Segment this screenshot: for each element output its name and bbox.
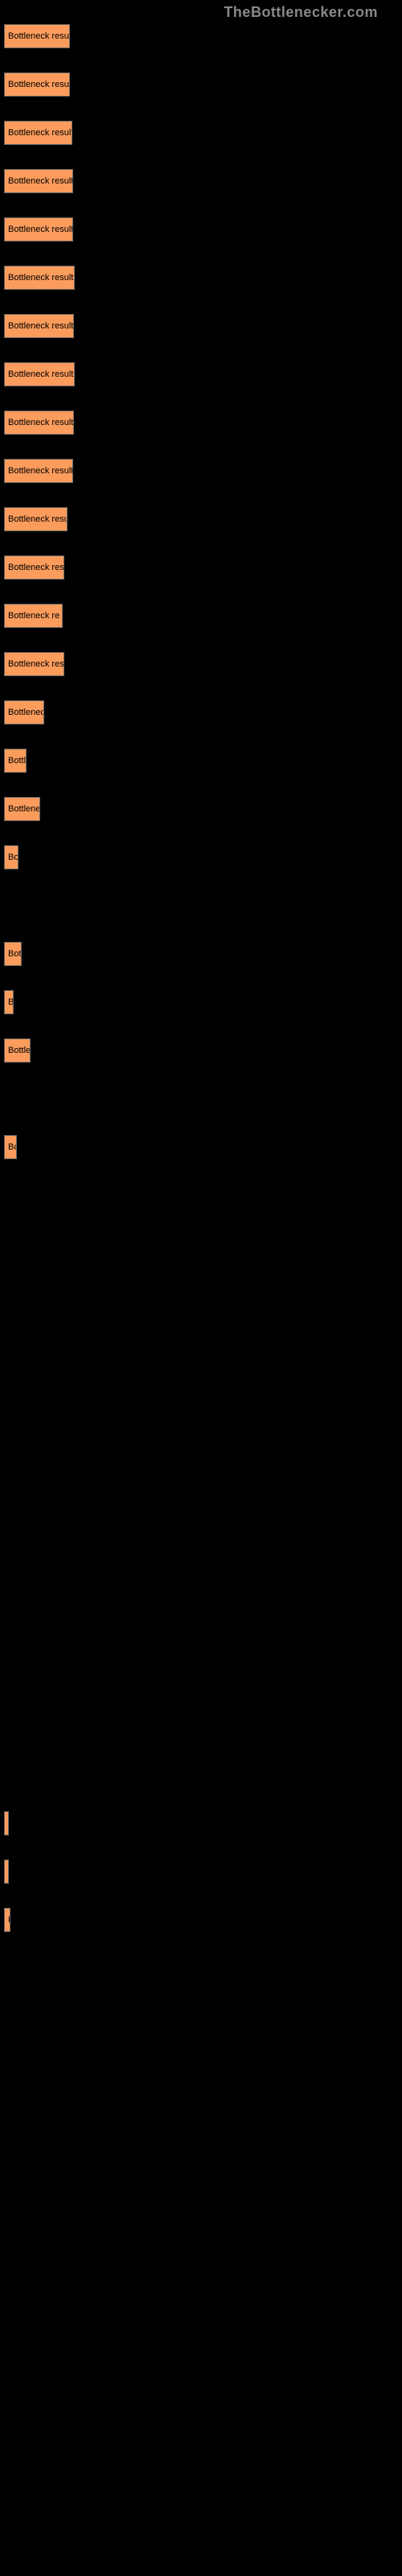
bar-row (4, 1280, 398, 1304)
bar-row: Bottleneck res (4, 652, 398, 676)
bar: Bottleneck result (4, 169, 73, 193)
bar-row (4, 1666, 398, 1690)
bar-row (4, 894, 398, 918)
bar: B (4, 990, 14, 1014)
bar: Bottleneck result (4, 121, 72, 145)
bar: Bottleneck result (4, 24, 70, 48)
bar-row: Bottleneck res (4, 555, 398, 580)
bar-row (4, 1232, 398, 1256)
bar-row: Bottleneck result (4, 72, 398, 97)
bar-row (4, 1763, 398, 1787)
bar: Bo (4, 845, 18, 869)
bar-row (4, 2004, 398, 2029)
bar (4, 1811, 9, 1835)
bar-row (4, 1328, 398, 1352)
bar: Bottleneck result (4, 72, 70, 97)
bar-row (4, 1956, 398, 1980)
bar-row (4, 2101, 398, 2125)
bar-row: Bottleneck result (4, 411, 398, 435)
bar: Bottleneck result (4, 217, 73, 242)
bar-row: Bottleneck result (4, 217, 398, 242)
bar-row: Bottleneck result (4, 121, 398, 145)
bar: Bottleneck result (4, 362, 75, 386)
watermark-text: TheBottlenecker.com (224, 4, 378, 21)
bar-row (4, 1618, 398, 1642)
bar: Bottleneck result (4, 266, 75, 290)
bar-row (4, 2487, 398, 2512)
bar-row: Bottleneck result (4, 266, 398, 290)
bar: Bottleneck result (4, 459, 73, 483)
bar-row (4, 2198, 398, 2222)
bar: Bottleneck re (4, 604, 63, 628)
bar-row: Bottleneck result (4, 24, 398, 48)
bar: Bo (4, 1135, 17, 1159)
bar: Bottleneck res (4, 555, 64, 580)
bar-row: Bo (4, 1135, 398, 1159)
bar-row (4, 1087, 398, 1111)
bar: Bot (4, 942, 22, 966)
bar-row: Bottleneck result (4, 459, 398, 483)
bar-row (4, 1715, 398, 1739)
bar: Bottl (4, 749, 27, 773)
bar-row (4, 2246, 398, 2270)
bar: Bottleneck res (4, 652, 64, 676)
bar-row (4, 2439, 398, 2463)
bar: Bottleneck resu (4, 507, 68, 531)
bar-row: Bottle (4, 1038, 398, 1063)
bar-row (4, 2149, 398, 2174)
bar (4, 1860, 9, 1884)
bar-row: Bottleneck result (4, 314, 398, 338)
bar-row: Bottlene (4, 797, 398, 821)
bar: E (4, 1908, 10, 1932)
bar-row: Bo (4, 845, 398, 869)
bar-row (4, 1860, 398, 1884)
bar-row (4, 1183, 398, 1208)
bar-row (4, 2343, 398, 2367)
bar-row: E (4, 1908, 398, 1932)
bar-row (4, 1570, 398, 1594)
bar-row: B (4, 990, 398, 1014)
bar-row (4, 1377, 398, 1401)
bar-row: Bottleneck result (4, 169, 398, 193)
bar-row (4, 2294, 398, 2318)
bar: Bottle (4, 1038, 31, 1063)
bar-row: Bot (4, 942, 398, 966)
bar: Bottlene (4, 797, 40, 821)
bar-row: Bottlenec (4, 700, 398, 724)
bar: Bottlenec (4, 700, 44, 724)
bar: Bottleneck result (4, 314, 74, 338)
bar-row (4, 1425, 398, 1449)
bar-row: Bottl (4, 749, 398, 773)
bar: Bottleneck result (4, 411, 74, 435)
bar-row (4, 1811, 398, 1835)
bar-chart: Bottleneck result Bottleneck result Bottle… (0, 0, 402, 2540)
bar-row (4, 2391, 398, 2415)
bar-row: Bottleneck resu (4, 507, 398, 531)
bar-row (4, 1521, 398, 1546)
bar-row (4, 2053, 398, 2077)
bar-row: Bottleneck result (4, 362, 398, 386)
bar-row: Bottleneck re (4, 604, 398, 628)
bar-row (4, 1473, 398, 1497)
